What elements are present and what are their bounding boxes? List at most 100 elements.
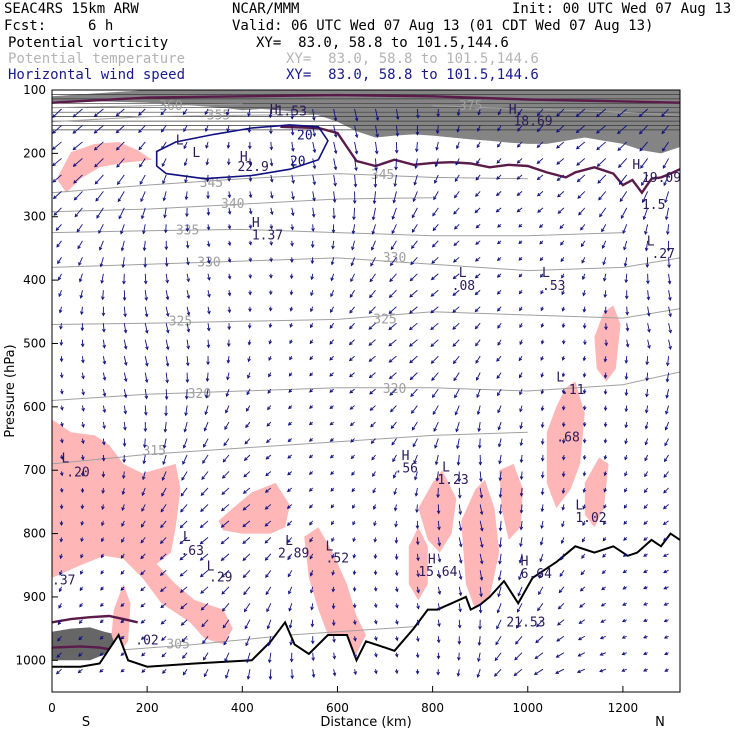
wind-vector xyxy=(164,422,167,432)
wind-vector xyxy=(497,603,502,613)
wind-vector-head xyxy=(247,374,251,379)
pv-region xyxy=(546,381,585,509)
wind-vector xyxy=(625,372,628,380)
wind-vector xyxy=(58,290,62,297)
wind-vector-head xyxy=(59,555,63,560)
wind-vector xyxy=(165,339,169,350)
wind-vector-head xyxy=(333,166,338,171)
wind-vector-head xyxy=(182,655,186,659)
wind-vector xyxy=(497,405,502,413)
extremum-label: 22.9 xyxy=(238,160,269,175)
wind-vector-head xyxy=(556,128,560,133)
wind-vector-head xyxy=(623,504,628,509)
wind-vector-head xyxy=(309,356,313,361)
wind-vector-head xyxy=(539,558,543,563)
wind-vector-head xyxy=(518,257,523,261)
wind-vector xyxy=(668,273,671,284)
wind-vector xyxy=(433,191,439,200)
wind-vector-head xyxy=(458,576,463,581)
wind-vector-head xyxy=(368,374,373,379)
wind-vector xyxy=(203,652,209,661)
wind-vector xyxy=(72,141,83,150)
wind-vector-head xyxy=(498,494,503,499)
wind-vector xyxy=(392,207,397,220)
wind-vector-head xyxy=(664,668,669,672)
wind-vector-head xyxy=(354,134,359,139)
wind-vector xyxy=(221,570,230,578)
wind-vector-head xyxy=(494,657,499,662)
wind-vector xyxy=(370,405,376,411)
wind-vector xyxy=(517,141,523,148)
wind-vector-head xyxy=(121,523,125,527)
wind-vector-head xyxy=(59,342,64,347)
wind-vector-head xyxy=(518,576,522,581)
wind-vector xyxy=(144,290,147,301)
wind-vector xyxy=(666,372,670,382)
wind-vector-head xyxy=(207,293,211,298)
wind-vector xyxy=(537,603,544,611)
wind-vector-head xyxy=(433,428,437,432)
wind-vector-head xyxy=(600,603,605,607)
wind-vector-head xyxy=(351,230,356,235)
wind-vector-head xyxy=(433,196,437,201)
extremum-label: L xyxy=(459,266,467,281)
wind-vector-head xyxy=(185,213,189,218)
wind-vector-head xyxy=(455,428,459,433)
wind-vector xyxy=(140,586,146,591)
wind-vector xyxy=(665,405,670,414)
wind-vector xyxy=(476,388,481,398)
wind-vector xyxy=(431,273,439,280)
wind-vector xyxy=(121,240,125,251)
wind-vector-head xyxy=(436,655,441,660)
wind-vector xyxy=(80,290,83,299)
wind-vector-head xyxy=(264,506,269,510)
wind-vector-head xyxy=(458,592,463,597)
wind-vector-head xyxy=(474,209,479,214)
wind-vector-head xyxy=(353,637,357,642)
wind-vector-head xyxy=(518,273,523,278)
wind-vector xyxy=(140,553,146,559)
wind-vector-head xyxy=(430,293,435,297)
extremum-label: 1.53 xyxy=(276,104,307,119)
wind-vector-head xyxy=(206,327,211,332)
wind-vector xyxy=(496,207,502,213)
wind-vector-head xyxy=(663,602,668,606)
wind-vector-head xyxy=(638,130,643,135)
theta-label: 355 xyxy=(207,108,230,123)
wind-vector-head xyxy=(665,378,670,383)
wind-vector xyxy=(478,636,481,646)
wind-vector-head xyxy=(457,478,462,483)
wind-vector xyxy=(94,108,104,117)
wind-vector-head xyxy=(80,343,85,348)
wind-vector xyxy=(452,289,460,296)
wind-vector xyxy=(560,553,565,560)
wind-vector xyxy=(478,421,481,432)
wind-vector-head xyxy=(540,323,545,328)
wind-vector-head xyxy=(430,343,435,347)
wind-vector xyxy=(475,256,481,262)
wind-vector-head xyxy=(431,260,436,264)
wind-vector-head xyxy=(582,373,587,378)
wind-vector-head xyxy=(596,146,601,151)
wind-vector-head xyxy=(160,620,165,625)
wind-vector-head xyxy=(330,261,335,266)
wind-vector-head xyxy=(561,274,565,279)
wind-vector-head xyxy=(497,127,501,132)
wind-vector-head xyxy=(52,162,56,167)
wind-vector-head xyxy=(93,130,98,134)
wind-vector-head xyxy=(353,671,357,676)
wind-vector-head xyxy=(204,128,209,133)
wind-vector xyxy=(647,290,650,300)
wind-vector xyxy=(312,191,315,201)
wind-vector-head xyxy=(102,441,106,446)
wind-vector-head xyxy=(100,570,104,575)
wind-vector-head xyxy=(350,278,354,283)
wind-vector xyxy=(476,141,481,148)
wind-vector-head xyxy=(663,635,668,639)
wind-vector-head xyxy=(476,160,480,165)
wind-vector xyxy=(56,652,62,658)
wind-vector-head xyxy=(160,508,165,513)
wind-vector-head xyxy=(666,231,670,236)
wind-vector-head xyxy=(142,247,147,252)
wind-vector xyxy=(458,652,460,661)
